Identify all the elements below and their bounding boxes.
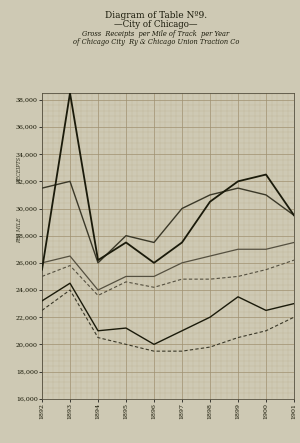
Text: PER MILE: PER MILE <box>17 218 22 243</box>
Text: of Chicago City  Ry & Chicago Union Traction Co: of Chicago City Ry & Chicago Union Tract… <box>73 38 239 46</box>
Text: Diagram of Table Nº9.: Diagram of Table Nº9. <box>105 11 207 20</box>
Text: Gross  Receipts  per Mile of Track  per Year: Gross Receipts per Mile of Track per Yea… <box>82 30 230 38</box>
Text: RECEIPTS: RECEIPTS <box>17 156 22 183</box>
Text: —City of Chicago—: —City of Chicago— <box>114 20 198 29</box>
